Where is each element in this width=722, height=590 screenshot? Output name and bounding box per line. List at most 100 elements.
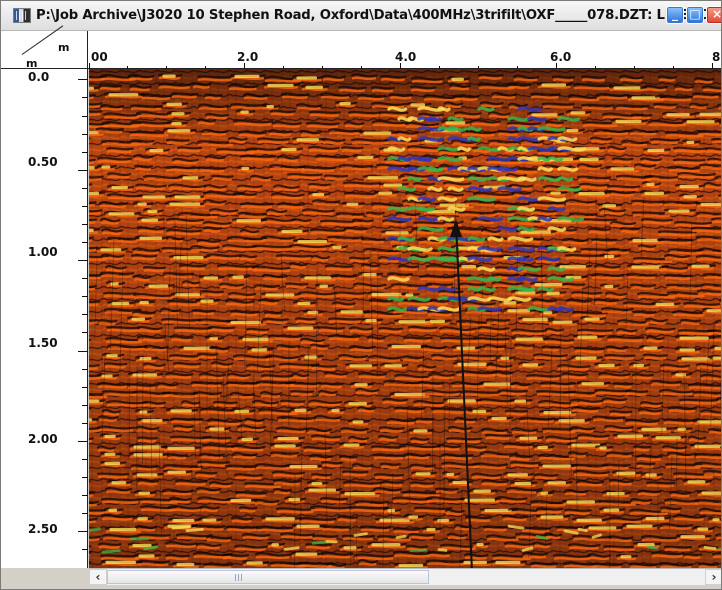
dark-reflection-band [135,111,177,116]
scroll-left-button[interactable]: ‹ [89,569,107,585]
orange-reflection-band [410,88,435,93]
orange-reflection-band [273,438,304,443]
orange-reflection-band [104,510,122,514]
orange-reflection-band [573,473,609,477]
dark-reflection-band [667,165,702,170]
orange-reflection-band [175,482,206,486]
orange-reflection-band [134,167,152,171]
orange-reflection-band [199,375,225,380]
dark-reflection-band [479,101,504,106]
orange-reflection-band [693,529,713,533]
dark-reflection-band [598,207,627,213]
orange-reflection-band [641,538,680,542]
maximize-button[interactable]: □ [686,6,704,24]
dark-reflection-band [696,129,721,134]
orange-reflection-band [138,562,169,567]
dark-reflection-band [202,220,232,225]
orange-reflection-band [144,286,173,290]
orange-reflection-band [167,113,190,118]
dark-reflection-band [233,473,264,477]
vertical-scan-noise [689,223,693,305]
dark-reflection-band [166,453,189,457]
anomaly-reflection-band [517,206,536,212]
anomaly-reflection-band [407,296,431,302]
dark-reflection-band [607,535,634,540]
orange-reflection-band [246,366,274,371]
anomaly-reflection-band [437,176,465,182]
dark-reflection-band [253,498,280,503]
orange-reflection-band [145,150,169,155]
dark-reflection-band [563,390,598,395]
anomaly-reflection-band [407,166,426,172]
dark-reflection-band [339,427,369,432]
orange-reflection-band [209,211,237,216]
orange-reflection-band [100,463,125,468]
dark-reflection-band [667,406,698,411]
title-bar[interactable]: P:\Job Archive\J3020 10 Stephen Road, Ox… [1,1,721,31]
dark-reflection-band [506,82,532,87]
ground-penetrating-radar-linescan[interactable] [89,69,721,568]
dark-reflection-band [480,427,509,432]
orange-reflection-band [510,222,546,226]
dark-reflection-band [142,362,166,367]
horizontal-scrollbar[interactable]: ‹ › [89,568,721,585]
close-button[interactable]: × [706,6,721,24]
dark-reflection-band [157,82,192,87]
orange-reflection-band [130,107,162,111]
dark-reflection-band [510,328,548,333]
dark-reflection-band [632,310,657,315]
orange-reflection-band [715,536,721,540]
dark-reflection-band [513,343,535,347]
dark-reflection-band [264,354,300,360]
orange-reflection-band [606,454,632,458]
dark-reflection-band [227,83,259,89]
orange-reflection-band [191,383,222,388]
orange-reflection-band [205,429,230,433]
dark-reflection-band [542,184,580,190]
orange-reflection-band [696,366,721,370]
dark-reflection-band [635,462,656,466]
orange-reflection-band [658,78,676,82]
anomaly-reflection-band [417,126,446,132]
scroll-right-button[interactable]: › [705,569,721,585]
orange-reflection-band [650,140,679,145]
vertical-scan-noise [324,431,328,526]
scrollbar-thumb[interactable] [107,570,429,584]
dark-reflection-band [368,299,394,303]
orange-reflection-band [238,214,266,219]
orange-reflection-band [339,547,362,552]
orange-reflection-band [342,204,363,208]
orange-reflection-band [338,357,367,361]
anomaly-reflection-band [387,206,408,212]
horizontal-unit-label: m [58,41,70,54]
orange-reflection-band [418,383,443,388]
orange-reflection-band [89,96,94,100]
dark-reflection-band [201,436,232,440]
orange-reflection-band [577,383,609,388]
vertical-scan-noise [149,382,153,477]
dark-reflection-band [97,415,119,420]
minimize-button[interactable]: _ [666,6,684,24]
dark-reflection-band [409,437,430,441]
orange-reflection-band [533,447,553,452]
orange-reflection-band [206,256,240,261]
orange-reflection-band [240,205,273,209]
dark-reflection-band [575,479,605,484]
dark-reflection-band [587,227,612,231]
dark-reflection-band [398,443,441,449]
orange-reflection-band [128,375,162,379]
orange-reflection-band [322,141,344,145]
orange-reflection-band [582,123,618,128]
orange-reflection-band [170,338,192,342]
orange-reflection-band [696,238,721,242]
orange-reflection-band [355,391,378,395]
orange-reflection-band [89,221,96,225]
y-minor-tick [82,224,88,225]
dark-reflection-band [338,164,373,168]
dark-reflection-band [693,499,721,503]
orange-reflection-band [700,412,721,417]
orange-reflection-band [634,166,655,171]
dark-reflection-band [89,417,99,421]
orange-reflection-band [255,466,290,470]
orange-reflection-band [276,347,299,351]
